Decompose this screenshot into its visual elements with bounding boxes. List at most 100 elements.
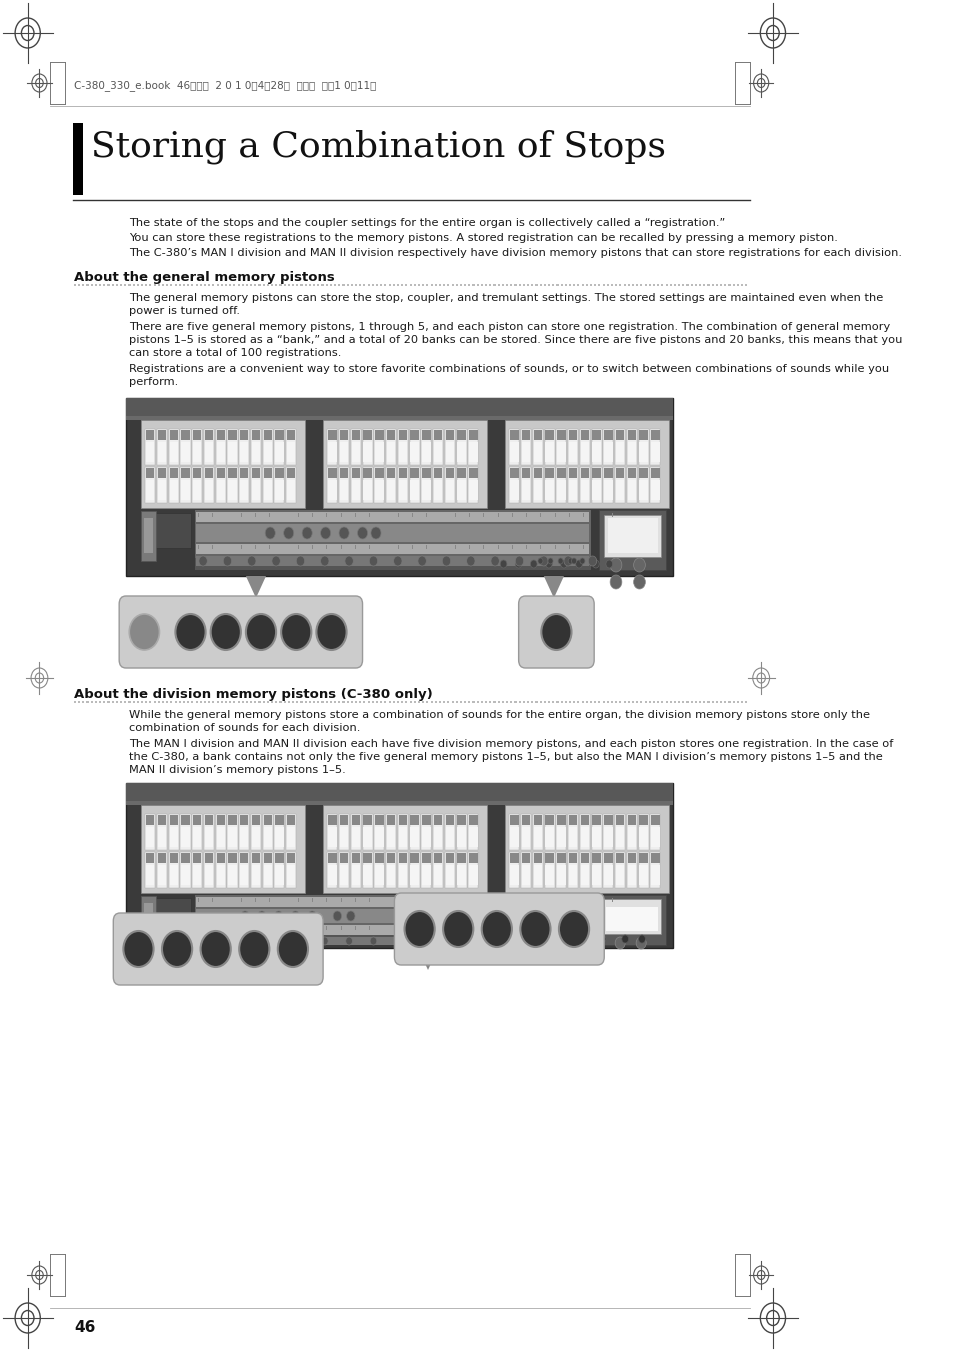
Bar [386, 430, 395, 465]
Bar [397, 852, 408, 888]
Circle shape [531, 936, 536, 942]
Bar [456, 827, 465, 847]
Circle shape [308, 911, 316, 921]
Bar [626, 852, 637, 888]
Bar [657, 284, 659, 285]
Bar [535, 284, 537, 285]
Circle shape [346, 911, 355, 921]
Bar [438, 284, 440, 285]
Bar [544, 815, 554, 850]
Bar [592, 827, 600, 847]
Bar [651, 467, 659, 478]
Bar [157, 480, 166, 500]
Bar [205, 852, 213, 863]
Bar [82, 701, 84, 703]
Bar [521, 852, 530, 863]
Circle shape [546, 936, 551, 942]
Circle shape [239, 931, 269, 967]
Bar [228, 467, 236, 478]
Bar [157, 865, 166, 885]
Bar [650, 815, 659, 850]
Bar [304, 701, 307, 703]
Bar [146, 865, 154, 885]
Polygon shape [199, 948, 219, 970]
Bar [228, 430, 236, 440]
Bar [678, 284, 679, 285]
Bar [275, 701, 277, 703]
Bar [681, 701, 683, 703]
Bar [639, 284, 641, 285]
Bar [372, 701, 374, 703]
Bar [141, 511, 156, 561]
Text: 46: 46 [73, 1320, 95, 1335]
Bar [227, 815, 237, 850]
Bar [434, 865, 442, 885]
Circle shape [283, 527, 294, 539]
Bar [181, 815, 190, 825]
Bar [338, 430, 349, 465]
Bar [435, 701, 436, 703]
Bar [591, 815, 601, 850]
Text: 1: 1 [414, 921, 425, 939]
Bar [386, 815, 395, 850]
Bar [91, 284, 92, 285]
Bar [592, 480, 600, 500]
Bar [196, 544, 589, 554]
Bar [262, 430, 273, 465]
Bar [580, 430, 589, 440]
Bar [115, 701, 118, 703]
Bar [228, 865, 236, 885]
Circle shape [417, 557, 426, 566]
Text: A MAN I: A MAN I [391, 807, 417, 813]
Bar [631, 701, 634, 703]
Bar [396, 284, 398, 285]
Bar [195, 284, 197, 285]
Bar [327, 815, 337, 850]
Bar [275, 442, 283, 462]
Bar [456, 284, 457, 285]
Bar [660, 284, 662, 285]
Bar [387, 815, 395, 825]
Bar [362, 430, 373, 465]
Bar [445, 467, 454, 478]
Bar [169, 852, 178, 888]
Bar [286, 852, 296, 888]
Circle shape [499, 561, 506, 567]
Circle shape [316, 613, 346, 650]
Bar [192, 701, 193, 703]
Bar [194, 509, 590, 567]
Bar [194, 934, 590, 944]
Bar [275, 480, 283, 500]
Bar [469, 430, 477, 440]
Text: 3: 3 [210, 942, 221, 959]
Bar [338, 852, 349, 888]
Bar [339, 852, 348, 863]
Text: 0: 0 [550, 624, 561, 642]
Bar [199, 701, 202, 703]
Circle shape [371, 527, 380, 539]
Bar [393, 701, 395, 703]
Bar [638, 852, 648, 888]
Circle shape [491, 557, 498, 566]
Bar [387, 827, 395, 847]
Bar [263, 480, 272, 500]
Bar [129, 701, 131, 703]
Bar [456, 430, 465, 440]
Bar [545, 852, 554, 863]
Circle shape [442, 938, 450, 944]
Bar [409, 467, 419, 503]
Bar [171, 701, 172, 703]
Bar [388, 701, 390, 703]
Circle shape [257, 911, 266, 921]
Bar [205, 442, 213, 462]
Bar [497, 701, 499, 703]
Bar [283, 701, 286, 703]
Bar [557, 467, 565, 478]
Bar [669, 701, 671, 703]
Bar [263, 442, 272, 462]
Bar [204, 430, 213, 465]
Bar [410, 467, 418, 478]
Bar [686, 284, 688, 285]
Bar [225, 284, 227, 285]
Bar [602, 701, 604, 703]
